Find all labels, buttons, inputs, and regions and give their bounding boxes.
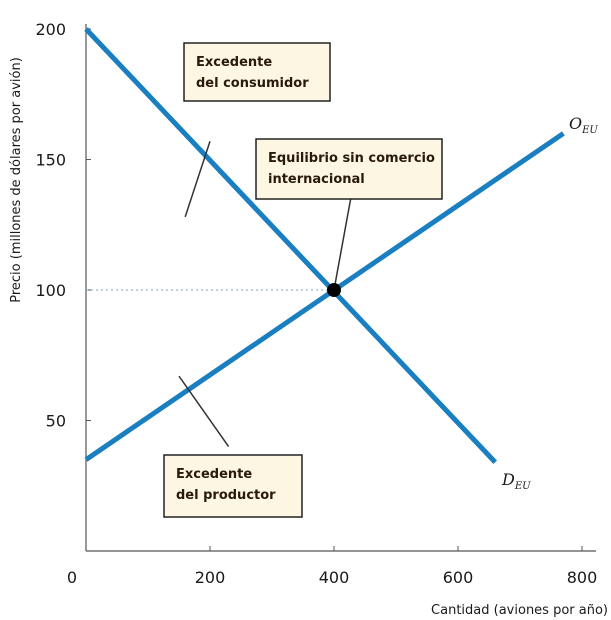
x-tick-label: 800	[567, 568, 598, 587]
x-tick-label: 400	[319, 568, 350, 587]
producer-surplus-pointer	[178, 375, 230, 448]
series-line-o	[84, 131, 565, 462]
curve-label-o: OEU	[569, 114, 598, 136]
y-tick-label: 50	[46, 412, 66, 431]
equilibrium-box	[255, 138, 443, 200]
consumer-surplus-pointer	[184, 140, 211, 218]
y-tick-label: 200	[35, 20, 66, 39]
x-tick-label: 0	[67, 568, 77, 587]
consumer-surplus-box	[183, 42, 331, 102]
x-axis-label: Cantidad (aviones por año)	[431, 603, 608, 618]
producer-surplus-box	[163, 454, 303, 518]
curve-label-d: DEU	[501, 470, 531, 492]
producer-surplus-text: del productor	[176, 488, 276, 503]
x-tick-label: 200	[195, 568, 226, 587]
y-tick-label: 100	[35, 281, 66, 300]
equilibrium-text: internacional	[268, 172, 365, 187]
x-tick-label: 600	[443, 568, 474, 587]
equilibrium-point	[327, 283, 341, 297]
y-axis-label: Precio (millones de dólares por avión)	[9, 57, 24, 303]
equilibrium-text: Equilibrio sin comercio	[268, 151, 435, 166]
consumer-surplus-text: Excedente	[196, 55, 272, 70]
producer-surplus-text: Excedente	[176, 467, 252, 482]
series-line-d	[84, 27, 498, 464]
consumer-surplus-text: del consumidor	[196, 76, 309, 91]
y-tick-label: 150	[35, 151, 66, 170]
equilibrium-pointer	[333, 188, 354, 291]
